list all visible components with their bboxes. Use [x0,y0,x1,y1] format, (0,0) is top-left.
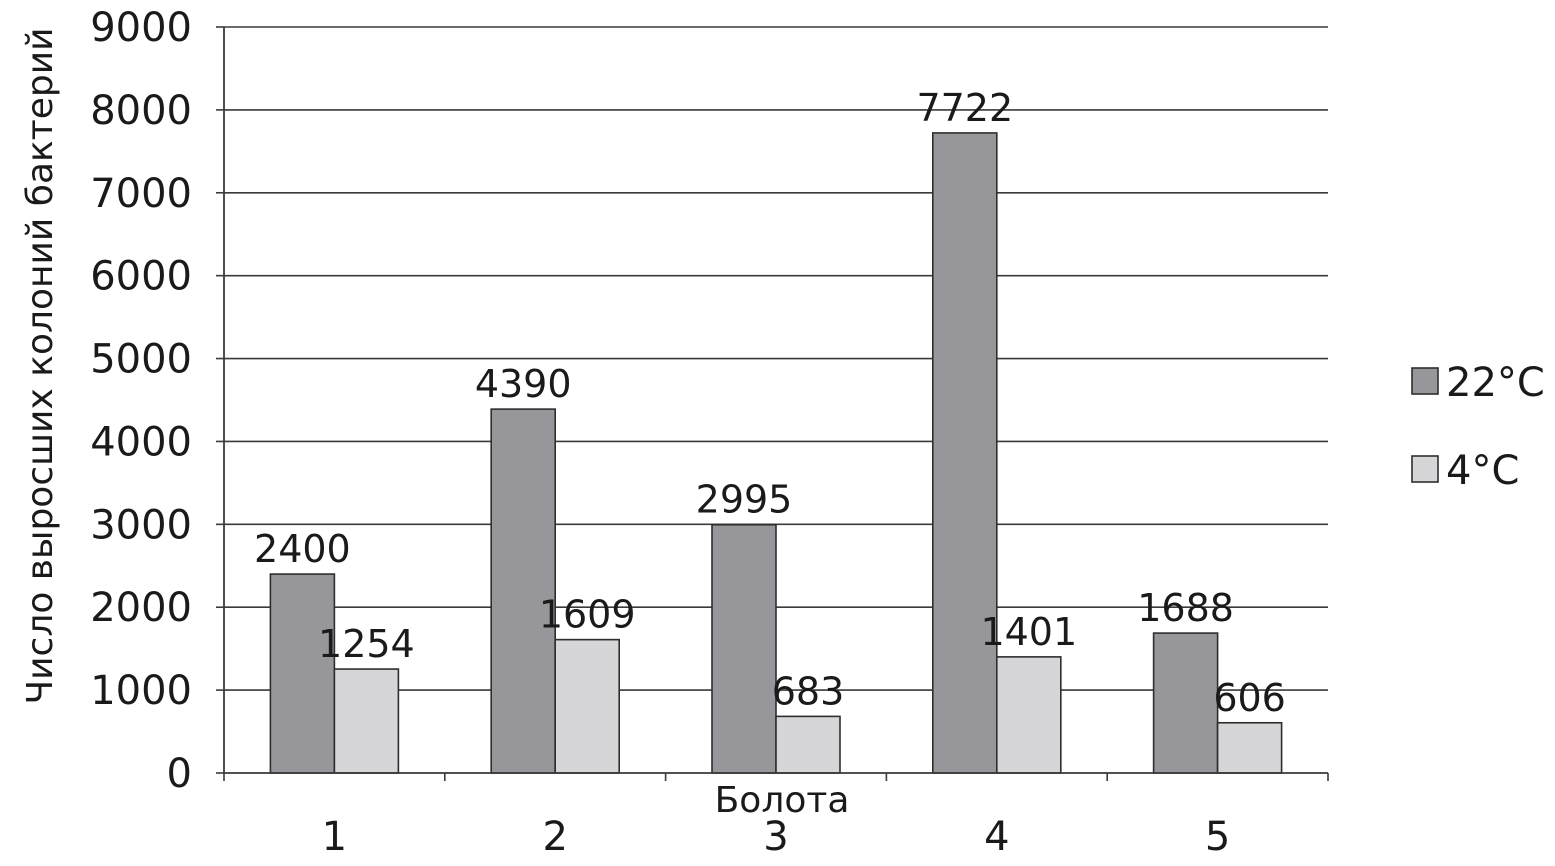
data-label: 4390 [475,362,572,406]
data-label: 683 [772,669,845,713]
data-label: 1609 [539,593,636,637]
y-tick-label: 7000 [90,171,192,217]
bars [269,132,1283,774]
legend-label: 4°C [1446,448,1519,494]
bar-4c [775,715,841,774]
x-tick-label: 3 [763,814,788,860]
x-axis-title: Болота [715,780,850,821]
bar-4c [1216,721,1283,774]
axes: 0 1000 2000 3000 4000 5000 6000 7000 8000 9000 1 2 3… [90,5,1329,860]
bar-22c [931,132,998,774]
gridlines [224,26,1328,691]
bar-4c [995,656,1062,774]
y-tick-label: 3000 [90,502,192,548]
data-label: 1254 [318,622,415,666]
y-tick-label: 9000 [90,5,192,51]
data-label: 1401 [980,610,1077,654]
data-label: 606 [1213,676,1286,720]
x-tick-label: 1 [322,814,347,860]
bar-22c [269,573,336,774]
data-label: 2400 [254,527,351,571]
legend: 22°C 4°C [1411,360,1545,494]
bar-22c [490,408,557,774]
data-label: 7722 [916,86,1013,130]
bar-4c [554,638,621,774]
legend-label: 22°C [1446,360,1545,406]
y-tick-label: 8000 [90,88,192,134]
y-tick-label: 5000 [90,337,192,383]
data-label: 2995 [696,478,793,522]
data-label: 1688 [1137,586,1234,630]
y-tick-label: 1000 [90,668,192,714]
y-tick-label: 2000 [90,585,192,631]
bar-4c [333,668,400,774]
legend-swatch [1411,367,1439,395]
x-tick-label: 2 [542,814,567,860]
x-tick-label: 5 [1205,814,1230,860]
y-axis-title: Число выросших колоний бактерий [20,27,61,704]
legend-swatch [1411,455,1439,483]
y-tick-label: 4000 [90,419,192,465]
y-tick-label: 0 [167,751,192,797]
x-tick-label: 4 [984,814,1009,860]
data-labels: 2400 4390 2995 7722 1688 1254 1609 683 1401 606 [254,86,1286,720]
bar-22c [1152,632,1219,774]
y-tick-label: 6000 [90,254,192,300]
bar-22c [711,523,777,774]
